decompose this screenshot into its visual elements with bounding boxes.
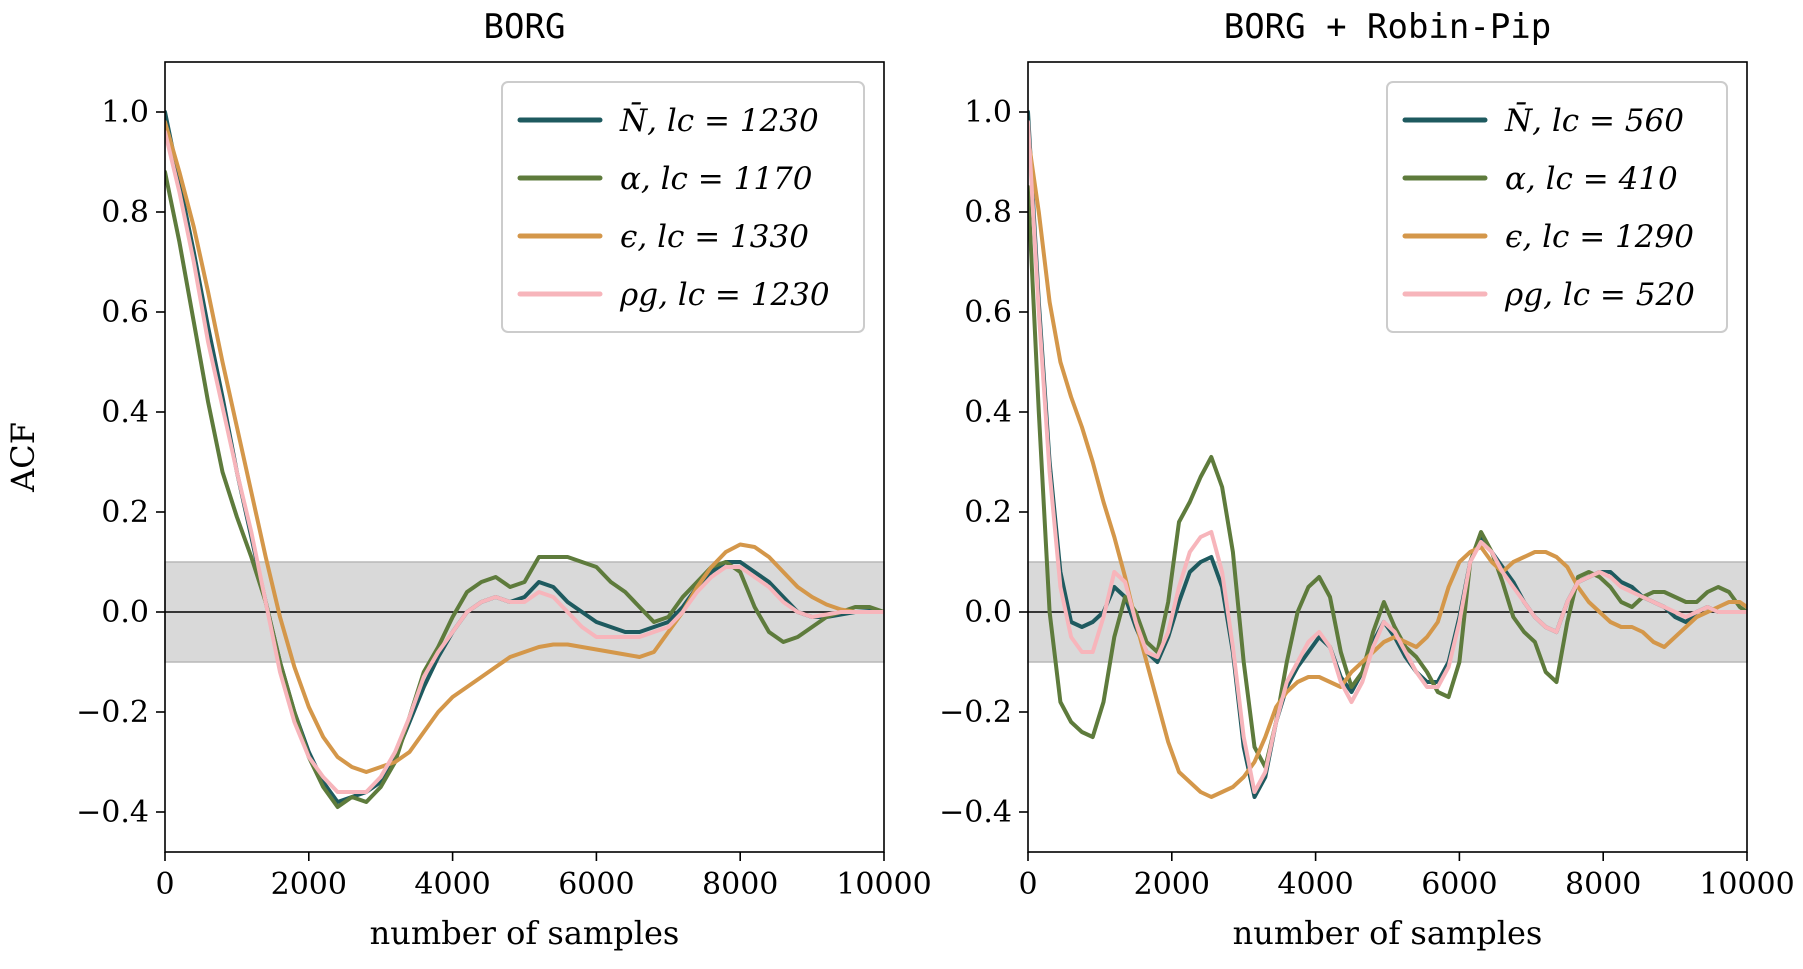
x-tick-label: 8000 [1565,867,1641,902]
x-tick-label: 6000 [558,867,634,902]
series-line-2 [165,120,884,774]
y-tick-label: −0.4 [76,795,149,830]
y-tick-label: 0.8 [101,195,149,230]
series-line-1 [165,170,884,809]
panel-borg-robin-pip: 1.0 0.8 0.6 0.4 0.2 0.0 −0.2 −0.4 0 2000 4000 6000 8… [939,7,1795,952]
axes-frame [1027,61,1748,853]
legend-entry-1: α, lc = 1170 [620,161,813,197]
y-axis-label: ACF [4,422,42,493]
x-tick-label: 6000 [1421,867,1497,902]
y-tick-label: 0.0 [101,595,149,630]
y-tick-label: 0.0 [964,595,1012,630]
x-tick-label: 2000 [271,867,347,902]
legend: N̄, lc = 560 α, lc = 410 ϵ, lc = 1290 ρg, l… [1386,81,1728,333]
legend-entry-2: ϵ, lc = 1290 [1505,219,1694,255]
y-tick-label: 1.0 [964,95,1012,130]
y-tick-label: −0.2 [76,695,149,730]
y-tick-label: 0.4 [964,395,1012,430]
y-tick-label: 0.2 [964,495,1012,530]
y-tick-label: 0.2 [101,495,149,530]
series-line-2 [1028,135,1747,799]
x-tick-label: 10000 [836,867,931,902]
panel-borg: 1.0 0.8 0.6 0.4 0.2 0.0 −0.2 −0.4 0 2000 4000 6000 8… [4,7,932,952]
y-tick-label: −0.2 [939,695,1012,730]
legend-entry-0: N̄, lc = 560 [1504,101,1684,139]
y-tick-label: −0.4 [939,795,1012,830]
x-tick-label: 8000 [702,867,778,902]
legend-entry-3: ρg, lc = 520 [1504,277,1695,313]
legend-entry-2: ϵ, lc = 1330 [620,219,809,255]
x-axis-label: number of samples [1233,914,1543,952]
x-tick-label: 4000 [1277,867,1353,902]
x-tick-label: 10000 [1699,867,1794,902]
legend: N̄, lc = 1230 α, lc = 1170 ϵ, lc = 1330 ρg,… [501,81,865,333]
series-line-1 [1028,185,1747,769]
axes-frame [164,61,885,853]
legend-entry-0: N̄, lc = 1230 [619,101,819,139]
y-tick-label: 0.8 [964,195,1012,230]
y-tick-label: 0.6 [101,295,149,330]
x-tick-label: 0 [1018,867,1037,902]
x-axis-label: number of samples [370,914,680,952]
series-line-3 [165,130,884,794]
series-line-3 [1028,120,1747,794]
panel-title: BORG [484,7,566,47]
x-tick-label: 4000 [414,867,490,902]
panel-title: BORG + Robin-Pip [1224,7,1552,47]
legend-entry-1: α, lc = 410 [1505,161,1678,197]
x-tick-label: 2000 [1134,867,1210,902]
y-tick-label: 0.4 [101,395,149,430]
y-tick-label: 0.6 [964,295,1012,330]
y-tick-label: 1.0 [101,95,149,130]
x-tick-label: 0 [155,867,174,902]
legend-entry-3: ρg, lc = 1230 [619,277,830,313]
